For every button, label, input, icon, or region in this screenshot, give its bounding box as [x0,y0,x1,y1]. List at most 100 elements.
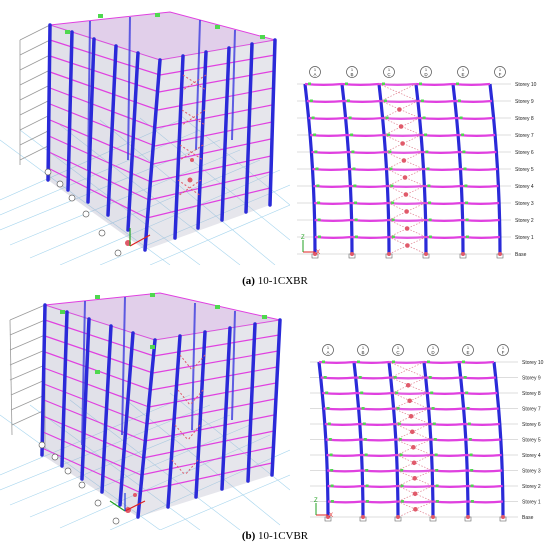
grid-letter: B [350,72,353,77]
grid-letter: F [499,72,502,77]
joint-marker [465,218,469,221]
plastic-hinge [405,383,411,388]
joint-marker [393,376,397,379]
beam [324,422,360,426]
storey-label: Storey 4 [522,453,541,459]
joint-marker [352,167,356,170]
joint-marker [428,218,432,221]
joint-marker [385,116,389,119]
joint-marker [468,438,472,441]
beam [362,469,398,473]
joint-marker [419,82,422,85]
joint-marker [465,235,469,238]
beam [353,360,390,364]
joint-marker [330,469,334,472]
back-frame-grey [19,24,51,180]
joint-marker [467,422,471,425]
joint-marker [428,201,432,204]
base-hinge [396,515,400,519]
plastic-hinge [402,175,408,180]
joint-marker [465,391,469,394]
grid-number: 1 [462,67,465,72]
storey-label: Base [522,515,534,521]
joint-marker [432,422,436,425]
grid-number: 1 [351,67,354,72]
joint-marker [396,407,400,410]
grid-number: 1 [327,345,330,350]
plastic-hinge [404,209,409,214]
brace [386,168,425,187]
joint-marker [322,360,325,363]
brace [395,439,432,456]
brace [386,151,423,170]
joint-marker [427,360,430,363]
plastic-hinge [412,476,417,481]
x-axis-label: X [329,513,333,519]
joint-marker [470,500,474,503]
brace [387,168,424,187]
storey-label: Storey 2 [522,484,541,490]
beam [427,391,463,395]
joint-marker [434,453,438,456]
beam [326,453,362,457]
beam [467,500,504,504]
storey-label: Storey 5 [515,167,534,173]
joint-marker [431,407,435,410]
plastic-hinge [404,226,410,231]
plastic-hinge [410,429,415,435]
joint-marker [435,500,439,503]
brace [383,117,420,136]
joint-marker [391,235,395,238]
joint-marker [353,184,357,187]
brace [388,236,427,255]
beam [322,391,358,395]
grid-number: 1 [467,345,470,350]
base-hinge [326,515,330,519]
brace [385,151,424,170]
brace [393,408,430,425]
joint-marker [388,150,392,153]
brace [388,219,426,238]
front-face [145,40,275,250]
axis-indicator [129,228,151,247]
base-hinge [313,252,317,256]
joint-marker [365,500,369,503]
beam [423,360,460,364]
brace [382,100,419,119]
base-hinge [461,252,465,256]
brace [388,361,426,378]
storey-label: Storey 8 [522,391,541,397]
beam [357,391,393,395]
beam [460,376,496,380]
grid-letter: D [424,72,428,77]
joint-marker [348,116,352,119]
x-axis-label: X [316,250,320,256]
brace [387,202,426,221]
beam [394,422,430,426]
beam [432,484,468,488]
joint-marker [313,133,317,136]
joint-marker [424,133,428,136]
beam [361,453,397,457]
beam [392,391,428,395]
joint-marker [327,422,331,425]
brace [392,392,429,409]
joint-marker [426,167,430,170]
storey-label: Storey 9 [522,376,541,382]
beam [397,484,433,488]
grid-number: 1 [502,345,505,350]
grid-number: 1 [362,345,365,350]
plastic-hinge [397,107,402,112]
grid-letter: E [466,350,469,355]
side-face [42,305,155,517]
base-hinge [501,515,505,519]
storey-label: Storey 6 [515,150,534,156]
grid-letter: C [387,72,391,77]
base-hinge [387,252,391,256]
beam [362,500,399,504]
grid-number: 1 [314,67,317,72]
brace [394,423,431,440]
base-hinge [350,252,354,256]
joint-marker [428,235,432,238]
